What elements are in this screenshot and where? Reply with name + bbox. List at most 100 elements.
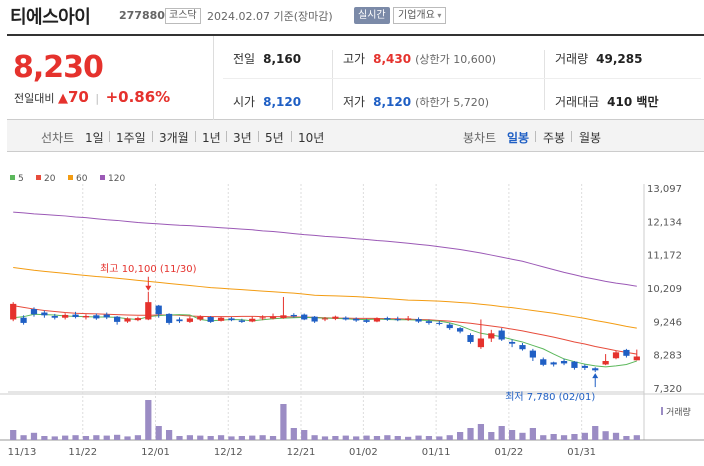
company-overview-button[interactable]: 기업개요 ▾ bbox=[393, 7, 447, 24]
x-tick-label: 01/31 bbox=[567, 447, 596, 458]
tab-3m[interactable]: 3개월 bbox=[159, 131, 189, 145]
candle-body bbox=[165, 313, 173, 323]
volume-bar bbox=[290, 428, 297, 440]
stat-high-sub: (상한가 10,600) bbox=[415, 53, 496, 66]
tab-daily[interactable]: 일봉 bbox=[507, 131, 530, 145]
volume-bar bbox=[93, 435, 100, 440]
y-tick-label: 7,320 bbox=[653, 384, 682, 395]
volume-bar bbox=[321, 436, 329, 440]
candle-body bbox=[217, 317, 225, 321]
tab-separator bbox=[226, 131, 227, 142]
stat-high-label: 고가 bbox=[343, 52, 366, 66]
candle-body bbox=[238, 320, 245, 322]
candle-body bbox=[280, 315, 287, 319]
x-tick-label: 01/22 bbox=[494, 447, 523, 458]
x-tick-label: 12/21 bbox=[287, 447, 316, 458]
tab-1y[interactable]: 1년 bbox=[202, 131, 221, 145]
up-arrow-icon: ▲ bbox=[57, 91, 68, 106]
divider: | bbox=[95, 92, 100, 105]
volume-bar bbox=[353, 436, 360, 440]
volume-bar bbox=[41, 436, 48, 440]
candle-body bbox=[62, 314, 69, 318]
ma60-line bbox=[13, 267, 637, 329]
volume-bar bbox=[145, 400, 152, 440]
candle-body bbox=[30, 309, 38, 315]
candle-body bbox=[529, 350, 536, 358]
candle-body bbox=[332, 316, 339, 319]
candle-body bbox=[394, 319, 401, 321]
stat-amount-label: 거래대금 bbox=[555, 95, 600, 109]
stat-amount: 거래대금 410 백만 bbox=[555, 93, 658, 110]
tab-1w[interactable]: 1주일 bbox=[116, 131, 146, 145]
stat-low-sub: (하한가 5,720) bbox=[415, 96, 489, 109]
volume-bar bbox=[373, 436, 381, 440]
legend-swatch bbox=[36, 175, 41, 180]
candle-body bbox=[467, 335, 474, 342]
tab-5y[interactable]: 5년 bbox=[265, 131, 284, 145]
candle-body bbox=[373, 318, 381, 322]
candle-body bbox=[612, 352, 620, 359]
candle-body bbox=[82, 315, 90, 318]
candle-body bbox=[581, 365, 588, 368]
volume-bar bbox=[623, 436, 630, 440]
candle-body bbox=[228, 318, 235, 321]
volume-bar bbox=[62, 435, 69, 440]
legend-swatch bbox=[100, 175, 105, 180]
x-tick-label: 11/13 bbox=[8, 447, 37, 458]
volume-bar bbox=[155, 426, 162, 440]
volume-bar bbox=[10, 430, 17, 440]
candle-body bbox=[176, 319, 183, 322]
tab-3y[interactable]: 3년 bbox=[233, 131, 252, 145]
legend-label: 60 bbox=[76, 174, 88, 184]
candle-chart-label: 봉차트 bbox=[463, 131, 497, 145]
tab-separator bbox=[291, 131, 292, 142]
candle-body bbox=[301, 314, 308, 320]
candle-body bbox=[72, 314, 79, 318]
volume-bar bbox=[269, 436, 277, 440]
price-summary: 8,230 전일대비 ▲70 | +0.86% 전일 8,160 고가 8,430(… bbox=[7, 34, 704, 120]
volume-bar bbox=[342, 435, 349, 440]
volume-bar bbox=[238, 436, 245, 440]
x-tick-label: 11/22 bbox=[68, 447, 97, 458]
tab-separator bbox=[152, 131, 153, 142]
stat-open-label: 시가 bbox=[233, 95, 256, 109]
change-percent: +0.86% bbox=[105, 88, 171, 106]
company-overview-label: 기업개요 bbox=[398, 10, 435, 21]
volume-bar bbox=[633, 435, 640, 440]
volume-bar bbox=[124, 436, 131, 440]
volume-bar bbox=[592, 426, 599, 440]
candle-body bbox=[477, 338, 485, 348]
chevron-down-icon: ▾ bbox=[434, 11, 442, 20]
tab-weekly[interactable]: 주봉 bbox=[543, 131, 566, 145]
volume-bar bbox=[114, 434, 121, 440]
volume-bar bbox=[197, 435, 204, 440]
low-annotation: 최저 7,780 (02/01) bbox=[505, 391, 595, 403]
stat-divider bbox=[544, 50, 545, 110]
candle-body bbox=[93, 315, 100, 319]
y-tick-label: 12,134 bbox=[647, 217, 682, 228]
volume-bar bbox=[82, 436, 90, 440]
legend-swatch bbox=[10, 175, 15, 180]
volume-bar bbox=[602, 431, 609, 440]
volume-legend-swatch bbox=[661, 407, 663, 415]
candle-body bbox=[124, 318, 131, 322]
change-row: 전일대비 ▲70 | +0.86% bbox=[14, 88, 170, 106]
candle-body bbox=[508, 341, 516, 344]
candle-body bbox=[384, 318, 391, 320]
stat-high: 고가 8,430 (상한가 10,600) bbox=[343, 50, 496, 67]
tab-monthly[interactable]: 월봉 bbox=[579, 131, 602, 145]
candle-body bbox=[145, 302, 152, 320]
candle-body bbox=[321, 318, 329, 320]
stat-amount-value: 410 백만 bbox=[607, 95, 659, 109]
y-tick-label: 11,172 bbox=[647, 251, 682, 262]
candle-body bbox=[353, 318, 360, 321]
candle-body bbox=[134, 318, 142, 321]
volume-bar bbox=[228, 436, 235, 440]
stat-volume-value: 49,285 bbox=[596, 52, 643, 66]
tab-10y[interactable]: 10년 bbox=[298, 131, 325, 145]
candle-body bbox=[269, 316, 277, 319]
tab-1d[interactable]: 1일 bbox=[85, 131, 104, 145]
realtime-button[interactable]: 실시간 bbox=[354, 7, 390, 24]
change-value: 70 bbox=[67, 88, 89, 106]
volume-bar bbox=[529, 428, 536, 440]
